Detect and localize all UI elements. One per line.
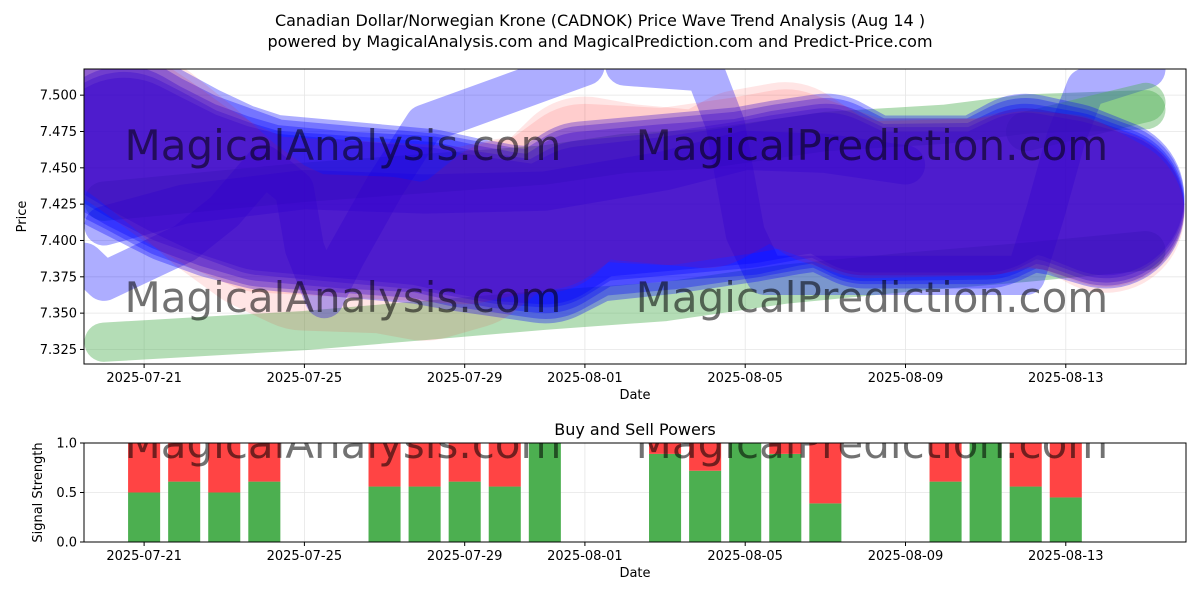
y-tick-label: 7.475: [40, 125, 77, 140]
x-tick-label: 2025-08-01: [547, 371, 623, 386]
watermark-left: MagicalAnalysis.com: [125, 273, 562, 322]
sell-bar: [128, 443, 161, 493]
wave-band-red: [84, 69, 1185, 341]
y-tick-label: 0.0: [56, 536, 77, 551]
buy-bar: [448, 481, 481, 542]
wave-band-blue: [84, 71, 1185, 319]
x-tick-label: 2025-07-25: [267, 549, 343, 564]
y-tick-label: 1.0: [56, 437, 77, 452]
bars-group: [128, 443, 1082, 542]
buy-bar: [1009, 486, 1042, 542]
watermark-left: MagicalAnalysis.com: [125, 121, 562, 170]
wave-band-green: [84, 90, 1166, 221]
x-tick-label: 2025-08-01: [547, 549, 623, 564]
sell-bar: [769, 443, 802, 454]
wave-band-red: [84, 69, 1185, 305]
y-axis-label: Price: [15, 201, 30, 233]
wave-band-green: [1006, 82, 1166, 152]
subplot-title: Buy and Sell Powers: [554, 420, 716, 439]
wave-band-blue: [84, 77, 1185, 324]
x-tick-label: 2025-08-13: [1028, 371, 1104, 386]
plot-frame: [83, 68, 1187, 365]
buy-bar: [969, 443, 1002, 542]
watermark-group: MagicalAnalysis.com MagicalPrediction.com: [125, 121, 1109, 170]
buy-bar: [248, 481, 281, 542]
buy-sell-powers-chart: MagicalAnalysis.com MagicalPrediction.com…: [31, 419, 1187, 581]
y-tick-label: 0.5: [56, 486, 77, 501]
buy-bar: [649, 453, 682, 542]
sell-bar: [649, 443, 682, 454]
buy-bar: [488, 486, 521, 542]
x-tick-label: 2025-08-13: [1028, 549, 1104, 564]
sell-bar: [929, 443, 962, 482]
x-axis-label: Date: [619, 566, 650, 581]
buy-bar: [689, 470, 722, 542]
wave-band-blue: [84, 130, 926, 246]
x-tick-label: 2025-07-21: [106, 549, 182, 564]
sell-bar: [248, 443, 281, 482]
sell-bar: [168, 443, 201, 482]
wave-band-green: [84, 231, 1166, 362]
watermark-right: MagicalPrediction.com: [636, 419, 1109, 468]
buy-bar: [809, 503, 842, 542]
buy-bar: [168, 481, 201, 542]
sell-bar: [408, 443, 441, 487]
x-tick-label: 2025-07-21: [106, 371, 182, 386]
buy-bar: [528, 443, 561, 542]
wave-band-blue: [605, 69, 1166, 296]
buy-bar: [729, 443, 762, 542]
watermark-right: MagicalPrediction.com: [636, 121, 1109, 170]
y-tick-label: 7.350: [40, 307, 77, 322]
chart-subtitle: powered by MagicalAnalysis.com and Magic…: [267, 32, 932, 51]
watermark-left: MagicalAnalysis.com: [125, 419, 562, 468]
y-tick-label: 7.450: [40, 161, 77, 176]
buy-bar: [929, 481, 962, 542]
chart-title: Canadian Dollar/Norwegian Krone (CADNOK)…: [275, 11, 925, 30]
watermark-group: MagicalAnalysis.com MagicalPrediction.com: [125, 273, 1109, 322]
wave-band-blue: [84, 69, 1185, 314]
watermark-group: MagicalAnalysis.com MagicalPrediction.com: [125, 419, 1109, 468]
wave-band-blue: [84, 69, 1185, 305]
x-tick-label: 2025-07-25: [267, 371, 343, 386]
sell-bar: [488, 443, 521, 487]
y-tick-label: 7.500: [40, 89, 77, 104]
y-axis-label: Signal Strength: [31, 442, 46, 542]
x-tick-label: 2025-08-09: [868, 549, 944, 564]
x-tick-label: 2025-08-05: [707, 371, 783, 386]
x-tick-label: 2025-08-09: [868, 371, 944, 386]
x-tick-label: 2025-07-29: [427, 371, 503, 386]
price-wave-chart: MagicalAnalysis.com MagicalPrediction.com…: [15, 68, 1187, 403]
sell-bar: [809, 443, 842, 504]
buy-bar: [769, 453, 802, 542]
x-tick-label: 2025-08-05: [707, 549, 783, 564]
x-tick-label: 2025-07-29: [427, 549, 503, 564]
y-tick-label: 7.325: [40, 343, 77, 358]
wave-band-blue: [84, 69, 605, 319]
sell-bar: [1009, 443, 1042, 487]
sell-bar: [1049, 443, 1082, 498]
buy-bar: [208, 492, 241, 542]
buy-bar: [128, 492, 161, 542]
sell-bar: [368, 443, 401, 487]
sell-bar: [448, 443, 481, 482]
sell-bar: [208, 443, 241, 493]
watermark-right: MagicalPrediction.com: [636, 273, 1109, 322]
x-axis-label: Date: [619, 388, 650, 403]
wave-band-blue: [84, 69, 1185, 308]
bands-group: [84, 69, 1185, 362]
buy-bar: [368, 486, 401, 542]
y-tick-label: 7.425: [40, 198, 77, 213]
buy-bar: [1049, 497, 1082, 542]
sell-bar: [689, 443, 722, 471]
y-tick-label: 7.375: [40, 270, 77, 285]
buy-bar: [408, 486, 441, 542]
y-tick-label: 7.400: [40, 234, 77, 249]
